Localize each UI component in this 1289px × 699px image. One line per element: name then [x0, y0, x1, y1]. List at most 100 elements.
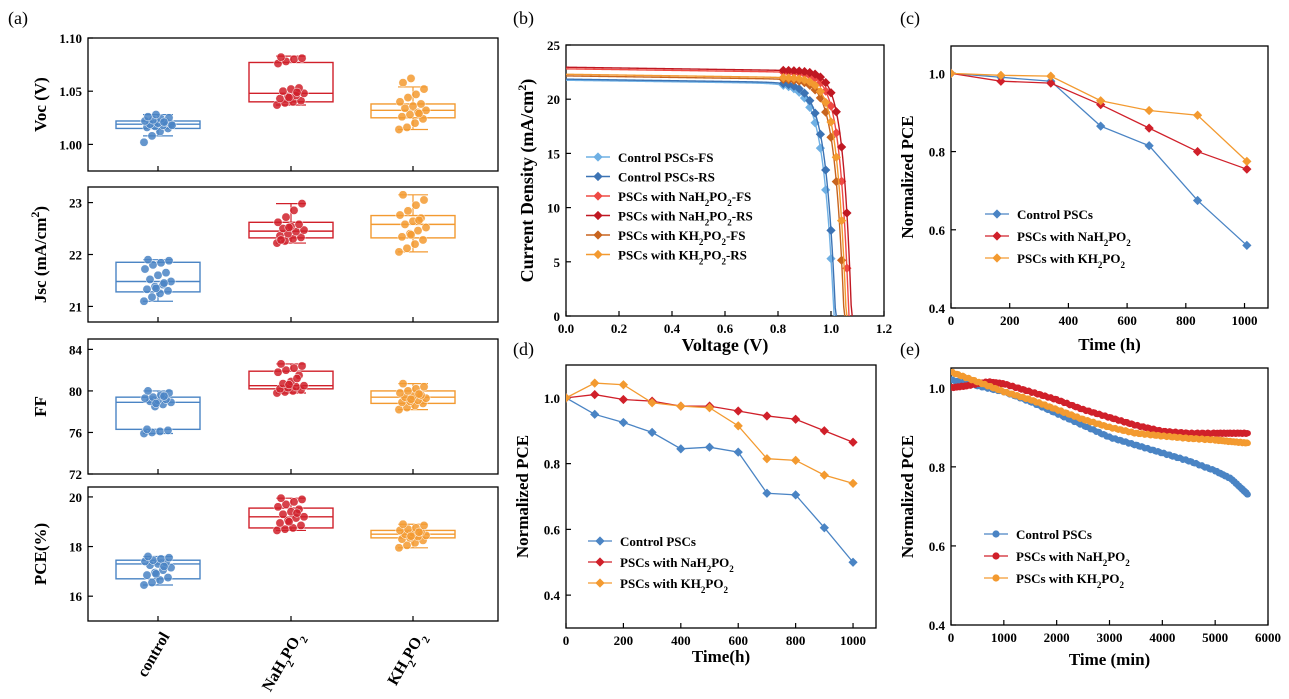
legend-label: PSCs with NaH2PO2 — [620, 555, 734, 574]
data-point — [161, 268, 171, 278]
subplot-4: 16 18 20 PCE(%) — [31, 486, 499, 622]
label-part: 2 — [515, 85, 529, 91]
data-point — [414, 389, 424, 399]
y-axis-label: Voc (V) — [31, 77, 50, 132]
data-point — [398, 379, 408, 389]
data-point — [951, 68, 956, 78]
data-point — [821, 97, 831, 107]
data-point — [156, 258, 166, 268]
data-point — [153, 270, 163, 280]
data-point — [821, 165, 831, 175]
data-point — [163, 573, 173, 583]
label-part: PSCs with KH — [1016, 571, 1097, 586]
data-point — [284, 517, 294, 527]
box-KH2PO2 — [370, 73, 456, 134]
legend-marker — [992, 209, 1002, 219]
x-tick-label: 600 — [728, 633, 748, 648]
subplot-2: 21 22 23 Jsc (mA/cm2) — [28, 186, 499, 323]
x-tick-label: 3000 — [1097, 630, 1123, 645]
label-part: PSCs with KH — [1017, 251, 1098, 266]
data-point — [395, 210, 405, 220]
data-point — [1244, 440, 1251, 447]
data-point — [159, 278, 169, 288]
data-point — [143, 255, 153, 265]
x-tick-label: 0.0 — [558, 321, 574, 336]
data-point — [676, 444, 686, 454]
box-control — [115, 255, 201, 306]
series-1 — [566, 393, 858, 567]
y-tick-label: 84 — [69, 342, 83, 357]
x-tick-label: 400 — [671, 633, 691, 648]
x-tick-label: 0.4 — [664, 321, 681, 336]
y-axis-label: Normalized PCE — [898, 435, 917, 558]
data-point — [273, 502, 283, 512]
data-point — [410, 239, 420, 249]
legend-label: PSCs with KH2PO2-FS — [618, 228, 745, 247]
data-point — [416, 99, 426, 109]
box-NaH2PO2 — [248, 493, 334, 535]
data-point — [156, 554, 166, 564]
category-label: control — [134, 629, 173, 680]
series-4 — [566, 65, 853, 316]
label-part: -FS — [732, 189, 752, 204]
data-point — [294, 219, 304, 229]
x-tick-label: 0.8 — [770, 321, 787, 336]
panel-label: (d) — [513, 339, 534, 360]
label-part: Current Density (mA/cm — [517, 91, 538, 283]
subplot-3: 72 76 80 84 FF — [31, 338, 499, 482]
label-part: PO — [1101, 571, 1119, 586]
data-point — [297, 494, 307, 504]
data-point — [762, 411, 772, 421]
y-tick-label: 0.6 — [544, 522, 561, 537]
y-tick-label: 0.8 — [929, 145, 946, 160]
legend-label: PSCs with NaH2PO2-FS — [618, 189, 751, 208]
label-part: PSCs with KH — [618, 228, 699, 243]
label-part: ) — [31, 206, 50, 212]
panel-label: (b) — [513, 8, 534, 29]
data-point — [411, 89, 421, 99]
plot-frame — [950, 45, 1269, 309]
x-axis-label: Time (h) — [1078, 335, 1141, 354]
data-point — [590, 389, 600, 400]
data-point — [151, 110, 161, 120]
label-part: PSCs with KH — [618, 248, 699, 263]
data-point — [1244, 491, 1251, 498]
panel-c-stability: 0 200 400 600 800 1000 0.4 0.6 0.8 1.0 Time (h) Nor… — [898, 8, 1269, 354]
panel-label: (e) — [900, 339, 920, 360]
x-axis-label: Voltage (V) — [682, 335, 769, 356]
label-part: ) — [517, 79, 538, 85]
y-tick-label: 15 — [547, 146, 561, 161]
x-tick-label: 0.6 — [717, 321, 734, 336]
label-part: PO — [703, 248, 721, 263]
label-part: 2 — [721, 237, 726, 247]
data-point — [297, 199, 307, 209]
data-point — [810, 80, 820, 90]
data-point — [145, 274, 155, 284]
x-tick-label: 6000 — [1255, 630, 1281, 645]
box-KH2PO2 — [370, 379, 456, 415]
data-point — [618, 380, 629, 390]
y-tick-label: 0.4 — [929, 618, 946, 633]
y-axis-label: Normalized PCE — [513, 435, 532, 558]
data-point — [418, 235, 428, 245]
category-label: NaH2PO2 — [259, 629, 311, 697]
label-part: 2 — [1125, 558, 1130, 568]
data-point — [273, 367, 283, 377]
box-control — [115, 110, 201, 147]
y-axis-label: Normalized PCE — [898, 115, 917, 238]
y-tick-label: 0.8 — [929, 460, 946, 475]
label-part: PSCs with KH — [620, 576, 701, 591]
legend-label: PSCs with NaH2PO2 — [1016, 549, 1130, 568]
data-point — [733, 406, 743, 416]
label-part: PO — [711, 555, 729, 570]
data-point — [805, 67, 815, 78]
label-part: 2 — [705, 198, 710, 208]
legend-label: PSCs with KH2PO2 — [620, 576, 728, 595]
data-point — [704, 403, 715, 413]
y-tick-label: 76 — [69, 425, 83, 440]
data-point — [819, 523, 829, 533]
y-tick-label: 1.0 — [544, 391, 560, 406]
data-point — [421, 223, 431, 232]
x-tick-label: 800 — [786, 633, 806, 648]
